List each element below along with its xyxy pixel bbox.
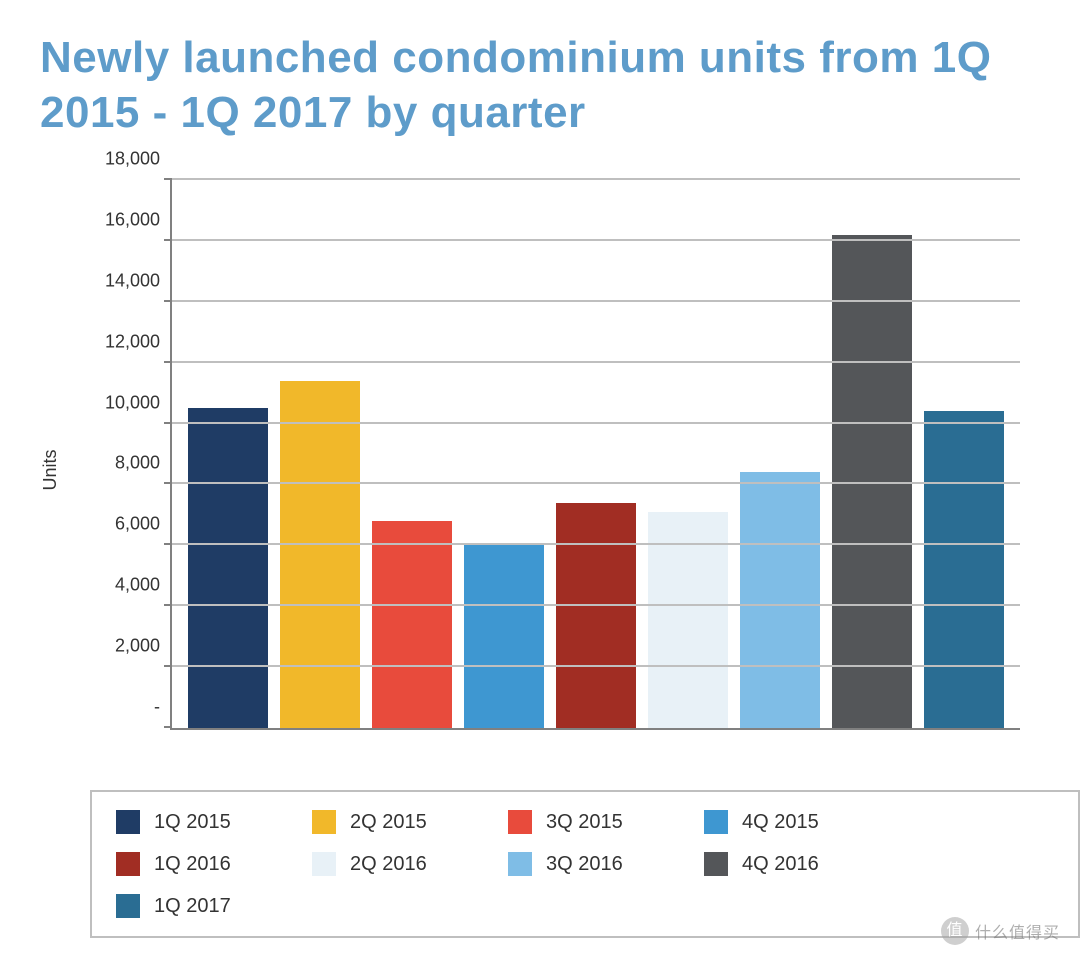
ytick-label: 10,000: [92, 392, 172, 413]
watermark-badge: 值: [941, 917, 969, 945]
ytick-mark: [164, 300, 172, 302]
legend-item: 3Q 2015: [508, 810, 704, 834]
bar: [280, 381, 360, 728]
legend-item: 1Q 2015: [116, 810, 312, 834]
legend-swatch: [312, 852, 336, 876]
gridline: [172, 361, 1020, 363]
legend-swatch: [116, 852, 140, 876]
legend-label: 1Q 2015: [154, 811, 231, 834]
gridline: [172, 543, 1020, 545]
legend-label: 2Q 2015: [350, 811, 427, 834]
gridline: [172, 178, 1020, 180]
legend-label: 1Q 2016: [154, 853, 231, 876]
legend-label: 3Q 2015: [546, 811, 623, 834]
ytick-mark: [164, 482, 172, 484]
legend-item: 2Q 2015: [312, 810, 508, 834]
legend-item: 4Q 2016: [704, 852, 900, 876]
bar: [372, 521, 452, 728]
gridline: [172, 482, 1020, 484]
ytick-mark: [164, 361, 172, 363]
bar: [924, 411, 1004, 728]
legend: 1Q 2015 2Q 2015 3Q 2015 4Q 2015 1Q 2016 2Q 20…: [90, 790, 1080, 938]
chart-title: Newly launched condominium units from 1Q…: [40, 30, 1040, 140]
watermark-text: 什么值得买: [975, 919, 1060, 943]
gridline: [172, 239, 1020, 241]
ytick-mark: [164, 665, 172, 667]
legend-swatch: [508, 810, 532, 834]
legend-label: 3Q 2016: [546, 853, 623, 876]
bar: [464, 545, 544, 728]
ytick-label: 4,000: [92, 575, 172, 596]
chart-container: Units -2,0004,0006,0008,00010,00012,0001…: [40, 170, 1040, 770]
bar: [832, 235, 912, 728]
gridline: [172, 604, 1020, 606]
ytick-mark: [164, 239, 172, 241]
legend-label: 4Q 2015: [742, 811, 819, 834]
legend-swatch: [704, 852, 728, 876]
ytick-label: 16,000: [92, 209, 172, 230]
legend-item: 2Q 2016: [312, 852, 508, 876]
ytick-mark: [164, 726, 172, 728]
legend-item: 3Q 2016: [508, 852, 704, 876]
ytick-label: 6,000: [92, 514, 172, 535]
ytick-label: 2,000: [92, 636, 172, 657]
ytick-label: 18,000: [92, 149, 172, 170]
ytick-mark: [164, 604, 172, 606]
gridline: [172, 422, 1020, 424]
gridline: [172, 665, 1020, 667]
ytick-mark: [164, 178, 172, 180]
legend-swatch: [312, 810, 336, 834]
legend-swatch: [116, 894, 140, 918]
ytick-label: -: [92, 697, 172, 718]
bar: [556, 503, 636, 728]
legend-item: 1Q 2016: [116, 852, 312, 876]
ytick-mark: [164, 543, 172, 545]
bar: [740, 472, 820, 728]
y-axis-label: Units: [40, 449, 61, 490]
ytick-mark: [164, 422, 172, 424]
bar: [188, 408, 268, 728]
legend-label: 1Q 2017: [154, 895, 231, 918]
legend-label: 2Q 2016: [350, 853, 427, 876]
bars-row: [172, 180, 1020, 728]
legend-swatch: [116, 810, 140, 834]
plot-area: -2,0004,0006,0008,00010,00012,00014,0001…: [170, 180, 1020, 730]
gridline: [172, 300, 1020, 302]
legend-swatch: [508, 852, 532, 876]
ytick-label: 8,000: [92, 453, 172, 474]
watermark: 值 什么值得买: [941, 917, 1060, 945]
legend-label: 4Q 2016: [742, 853, 819, 876]
legend-item: 4Q 2015: [704, 810, 900, 834]
ytick-label: 12,000: [92, 331, 172, 352]
legend-swatch: [704, 810, 728, 834]
ytick-label: 14,000: [92, 270, 172, 291]
legend-item: 1Q 2017: [116, 894, 312, 918]
